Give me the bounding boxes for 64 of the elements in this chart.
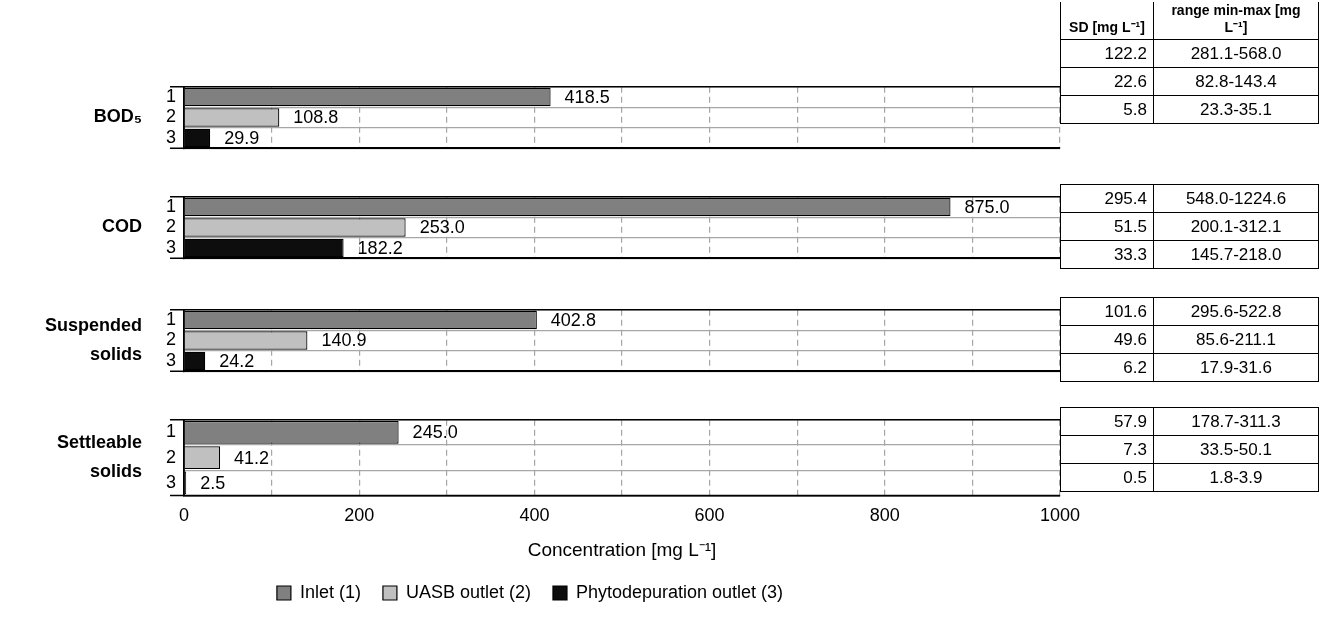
text: 5.8 bbox=[1123, 100, 1147, 119]
y-tick-label: 1 bbox=[165, 309, 176, 329]
y-tick-label: 2 bbox=[165, 106, 176, 127]
x-tick-label: 200 bbox=[344, 505, 375, 526]
text: 17.9-31.6 bbox=[1200, 358, 1272, 377]
text: 23.3-35.1 bbox=[1200, 100, 1272, 119]
data-label: 253.0 bbox=[419, 217, 465, 238]
data-label: 875.0 bbox=[964, 197, 1010, 217]
text: 145.7-218.0 bbox=[1190, 245, 1282, 264]
text: 0.5 bbox=[1123, 468, 1147, 487]
y-tick-label: 2 bbox=[165, 329, 176, 350]
text: 281.1-568.0 bbox=[1190, 44, 1282, 63]
legend-label: Inlet (1) bbox=[299, 581, 361, 602]
text: 82.8-143.4 bbox=[1195, 72, 1277, 91]
data-label: 418.5 bbox=[564, 87, 610, 107]
y-axis-title: COD bbox=[102, 216, 142, 237]
x-axis-title: Concentration [mg L⁻¹] bbox=[527, 538, 717, 560]
text: 295.6-522.8 bbox=[1190, 302, 1282, 321]
data-label: 24.2 bbox=[219, 350, 255, 371]
text: 101.6 bbox=[1104, 302, 1147, 321]
y-tick-label: 3 bbox=[165, 126, 176, 147]
x-tick-label: 0 bbox=[178, 505, 190, 526]
data-label: 402.8 bbox=[550, 310, 596, 330]
y-tick-label: 1 bbox=[165, 421, 176, 442]
text: 33.5-50.1 bbox=[1200, 440, 1272, 459]
text: 1.8-3.9 bbox=[1209, 468, 1263, 487]
text: 178.7-311.3 bbox=[1191, 412, 1281, 431]
text: 200.1-312.1 bbox=[1190, 217, 1282, 236]
text: 122.2 bbox=[1104, 44, 1147, 63]
text: 51.5 bbox=[1113, 217, 1147, 236]
category-label: range min-max [mg L⁻¹] bbox=[1153, 2, 1319, 40]
text: 57.9 bbox=[1113, 412, 1147, 431]
y-axis-title: BOD₅ bbox=[93, 106, 142, 127]
y-tick-label: 3 bbox=[165, 236, 176, 257]
text: 6.2 bbox=[1123, 358, 1147, 377]
text: 49.6 bbox=[1113, 330, 1147, 349]
data-label: 182.2 bbox=[357, 237, 403, 258]
data-label: 2.5 bbox=[200, 472, 226, 493]
text: 548.0-1224.6 bbox=[1185, 189, 1287, 208]
text: 295.4 bbox=[1104, 189, 1147, 208]
y-axis-title: Suspended solids bbox=[44, 314, 142, 364]
data-label: 108.8 bbox=[293, 107, 339, 128]
legend-label: Phytodepuration outlet (3) bbox=[575, 581, 784, 602]
data-label: 41.2 bbox=[234, 447, 270, 468]
text: 85.6-211.1 bbox=[1195, 330, 1277, 349]
category-label: SD [mg L⁻¹] bbox=[1060, 2, 1154, 40]
x-tick-label: 400 bbox=[519, 505, 550, 526]
x-tick-label: 1000 bbox=[1039, 505, 1081, 526]
y-tick-label: 2 bbox=[165, 216, 176, 237]
text: 22.6 bbox=[1113, 72, 1147, 91]
y-tick-label: 3 bbox=[165, 349, 176, 370]
y-tick-label: 2 bbox=[165, 446, 176, 467]
y-tick-label: 1 bbox=[165, 196, 176, 216]
data-label: 245.0 bbox=[412, 422, 458, 443]
text: 33.3 bbox=[1113, 245, 1147, 264]
data-label: 29.9 bbox=[224, 127, 260, 148]
data-label: 140.9 bbox=[321, 330, 367, 351]
legend-label: UASB outlet (2) bbox=[405, 581, 531, 602]
y-axis-title: Settleable solids bbox=[56, 432, 142, 482]
x-tick-label: 800 bbox=[869, 505, 900, 526]
text: 7.3 bbox=[1123, 440, 1147, 459]
x-tick-label: 600 bbox=[694, 505, 725, 526]
y-tick-label: 3 bbox=[165, 471, 176, 492]
y-tick-label: 1 bbox=[165, 86, 176, 106]
